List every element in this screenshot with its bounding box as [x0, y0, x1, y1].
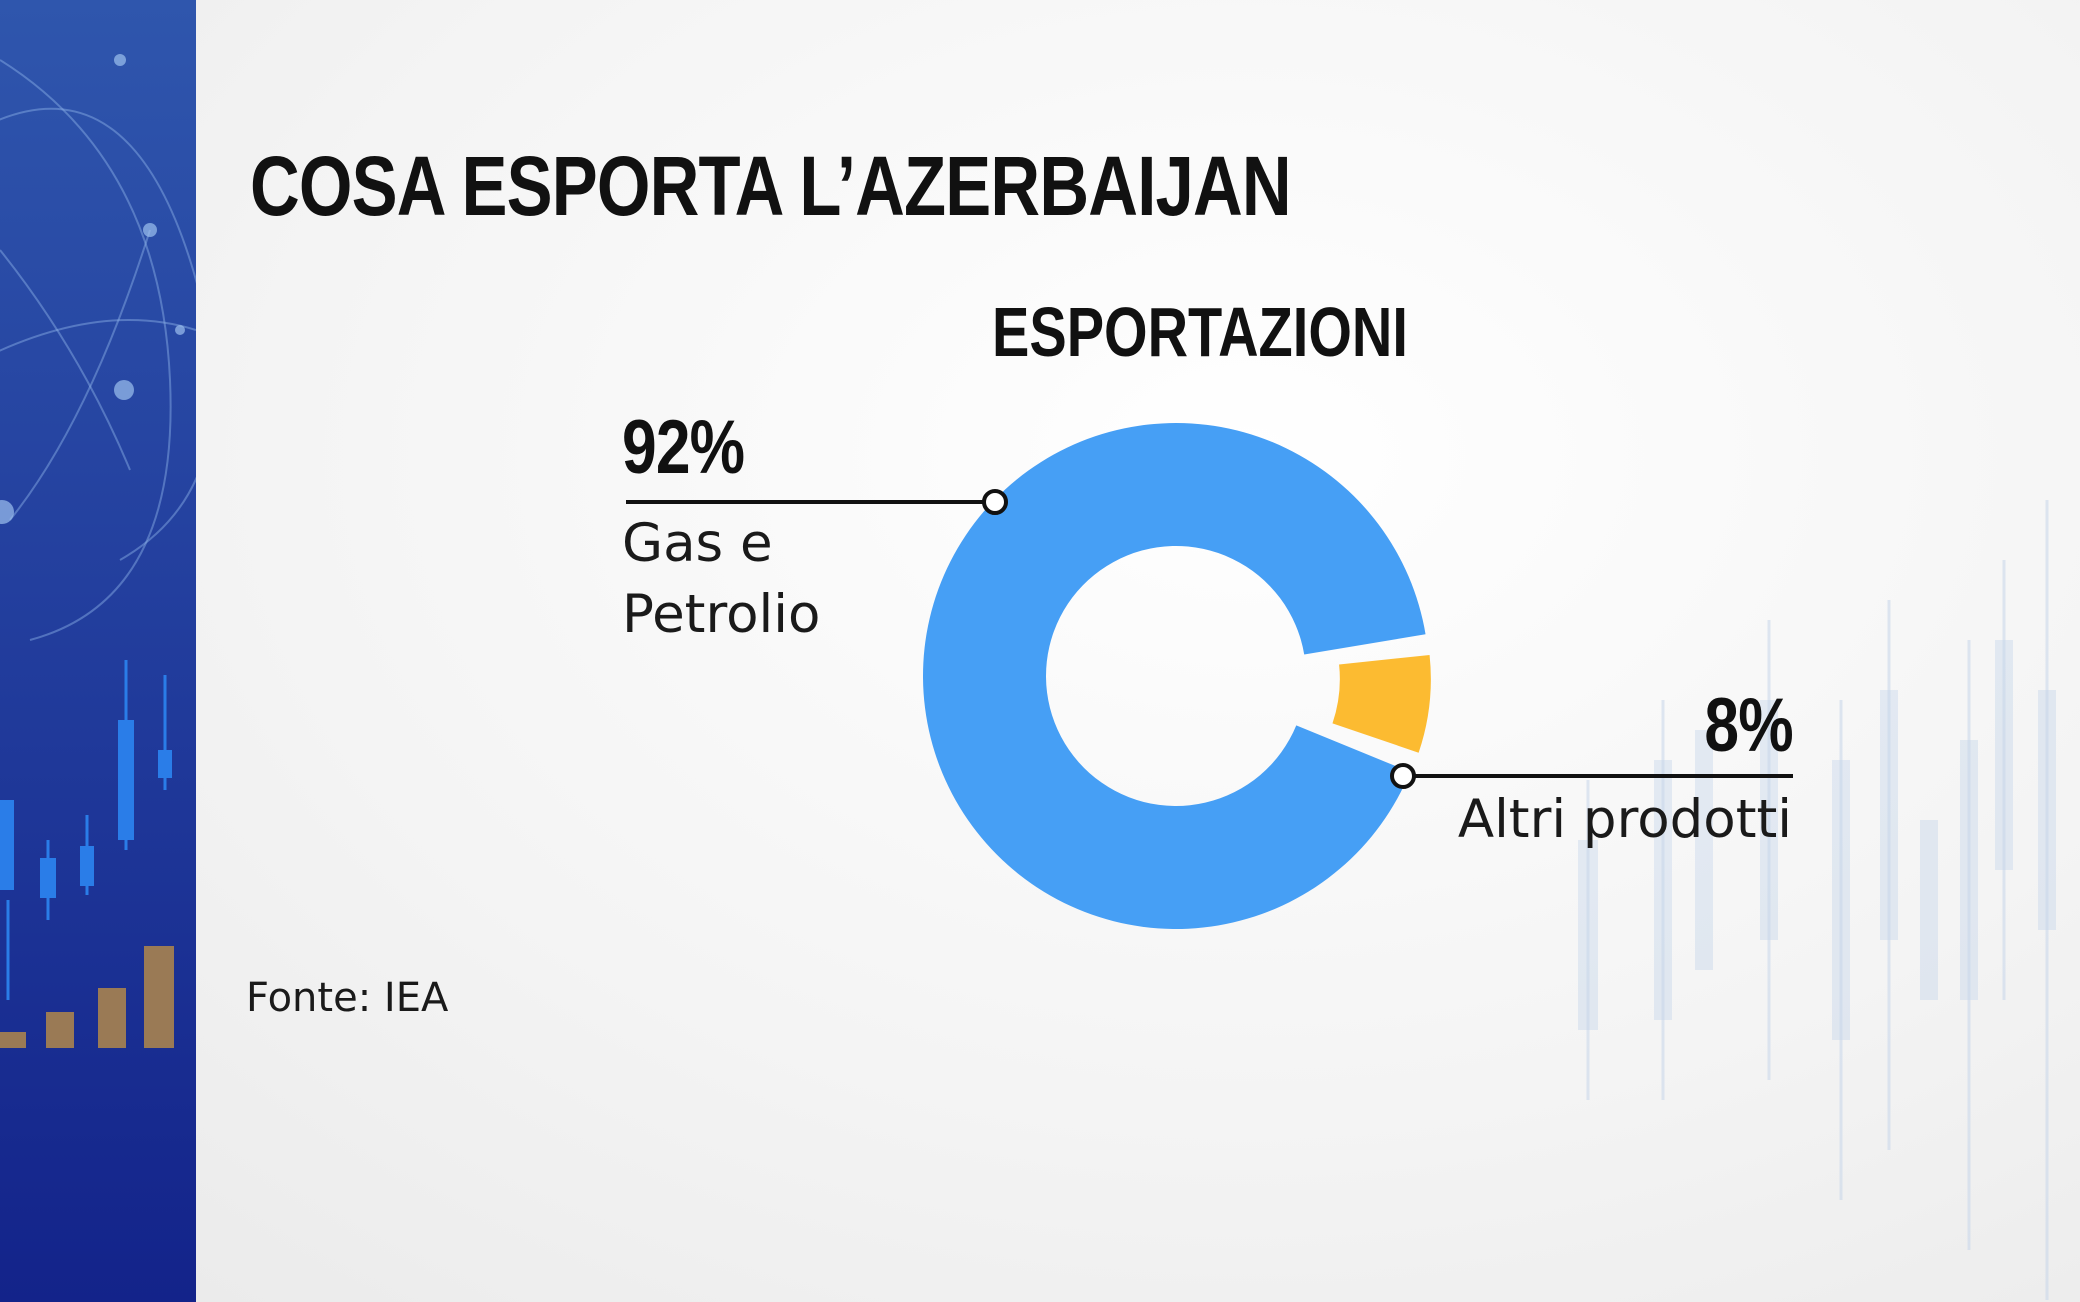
- altri-prodotti-leader-dot: [1390, 763, 1416, 789]
- decorative-sidebar: [0, 0, 196, 1302]
- donut-slice-altri-prodotti: [1332, 654, 1431, 753]
- page-title: COSA ESPORTA L’AZERBAIJAN: [250, 139, 1292, 233]
- value-label-gas-petrolio: 92%: [622, 405, 745, 490]
- category-label-altri-prodotti: Altri prodotti: [1457, 789, 1792, 850]
- chart-title: ESPORTAZIONI: [992, 293, 1408, 371]
- source-note: Fonte: IEA: [246, 975, 449, 1021]
- donut-slice-gas-e-petrolio: [923, 422, 1426, 929]
- sidebar-network-graphic: [0, 54, 196, 1048]
- value-label-altri-prodotti: 8%: [1704, 683, 1794, 768]
- gas-petrolio-leader-dot: [982, 489, 1008, 515]
- category-label-gas-petrolio: Gas e Petrolio: [622, 513, 821, 645]
